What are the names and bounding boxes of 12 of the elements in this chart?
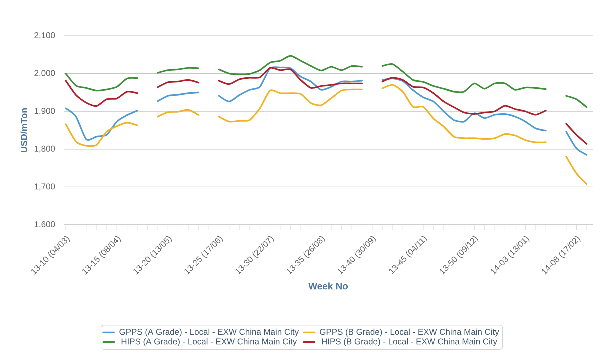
legend-label: HIPS (B Grade) - Local - EXW China Main City [322, 338, 498, 346]
y-tick-label: 2,000 [34, 70, 56, 78]
legend-label: GPPS (B Grade) - Local - EXW China Main City [320, 328, 500, 337]
y-tick-label: 1,700 [34, 184, 56, 191]
y-axis-title: USD/mTon [20, 108, 28, 153]
y-tick-label: 1,800 [34, 146, 56, 153]
y-tick-label: 2,100 [34, 32, 56, 40]
x-axis-title: Week No [308, 282, 348, 290]
legend-label: GPPS (A Grade) - Local - EXW China Main City [120, 328, 300, 337]
legend-label: HIPS (A Grade) - Local - EXW China Main City [122, 338, 298, 346]
y-tick-label: 1,900 [34, 108, 56, 116]
y-tick-label: 1,600 [34, 222, 56, 228]
